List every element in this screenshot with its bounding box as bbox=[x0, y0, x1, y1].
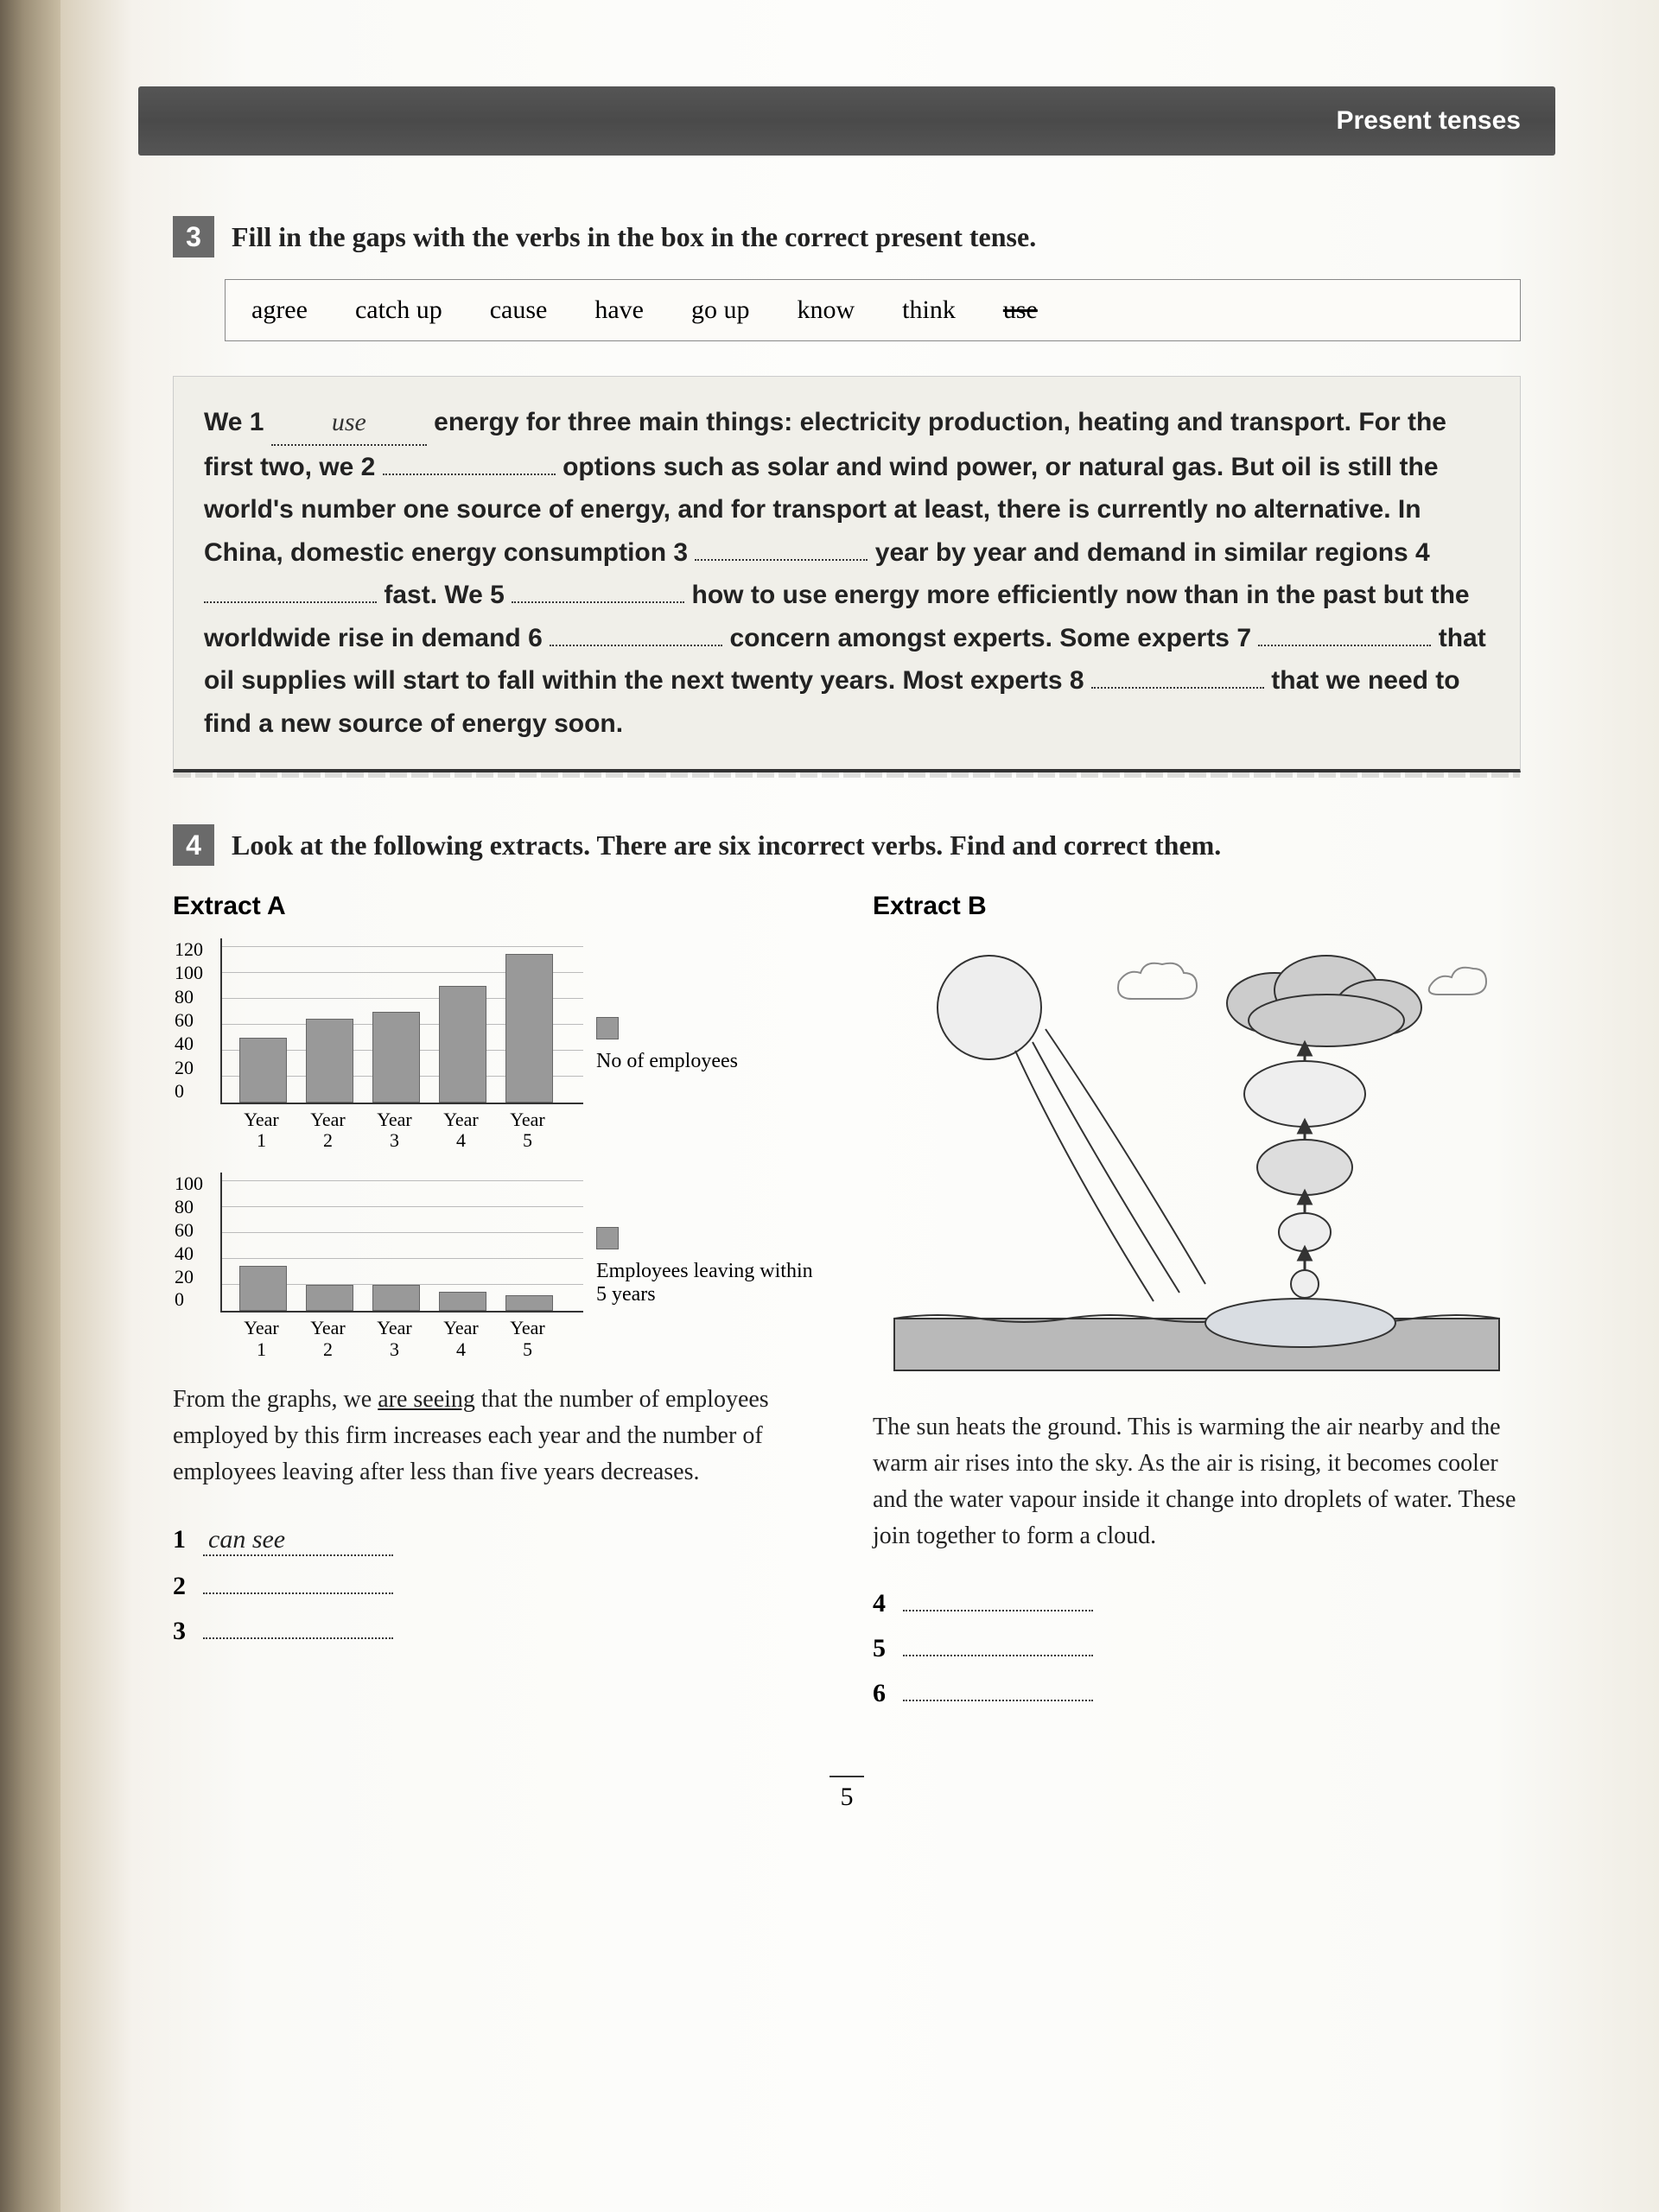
answer-num: 6 bbox=[873, 1679, 886, 1708]
chart-1-bars bbox=[222, 947, 583, 1103]
hw-underlined: are seeing bbox=[378, 1386, 475, 1413]
bar bbox=[306, 1019, 353, 1103]
verb-option: think bbox=[902, 296, 956, 325]
verb-option: catch up bbox=[355, 296, 442, 325]
answer-line-3[interactable] bbox=[203, 1637, 393, 1639]
legend-label: Employees leaving within 5 years bbox=[596, 1260, 821, 1306]
answer-line-2[interactable] bbox=[203, 1592, 393, 1594]
answer-line-5[interactable] bbox=[903, 1655, 1093, 1656]
verb-option: know bbox=[797, 296, 855, 325]
gap-8[interactable] bbox=[1091, 687, 1264, 689]
book-spine bbox=[0, 0, 60, 2212]
answer-line-4[interactable] bbox=[903, 1610, 1093, 1611]
passage-text: fast. We 5 bbox=[384, 581, 505, 609]
extract-a: Extract A 020406080100120 Year1Year2Year… bbox=[173, 892, 821, 1724]
verb-bank: agree catch up cause have go up know thi… bbox=[225, 279, 1521, 341]
chart-2-bars bbox=[222, 1181, 583, 1311]
exercise-3-header: 3 Fill in the gaps with the verbs in the… bbox=[173, 216, 1521, 257]
exercise-number-3: 3 bbox=[173, 216, 214, 257]
answer-num: 5 bbox=[873, 1634, 886, 1663]
verb-option: cause bbox=[490, 296, 548, 325]
extracts-row: Extract A 020406080100120 Year1Year2Year… bbox=[173, 892, 1521, 1724]
verb-option-used: use bbox=[1003, 296, 1038, 325]
exercise-4-header: 4 Look at the following extracts. There … bbox=[173, 824, 1521, 866]
answer-row: 2 bbox=[173, 1572, 821, 1601]
bar bbox=[239, 1038, 287, 1103]
answer-row: 1 can see bbox=[173, 1525, 821, 1556]
answers-b: 4 5 6 bbox=[873, 1589, 1521, 1708]
bar bbox=[372, 1012, 420, 1103]
chart-1: 020406080100120 bbox=[220, 938, 583, 1104]
answer-row: 4 bbox=[873, 1589, 1521, 1618]
water-cycle-diagram bbox=[873, 938, 1521, 1388]
bar bbox=[505, 1295, 553, 1311]
extract-b: Extract B bbox=[873, 892, 1521, 1724]
chart-1-legend: No of employees bbox=[596, 1017, 738, 1073]
gap-7[interactable] bbox=[1258, 645, 1431, 646]
gap-5[interactable] bbox=[512, 601, 684, 603]
answer-num: 2 bbox=[173, 1572, 186, 1601]
gap-6[interactable] bbox=[550, 645, 722, 646]
gap-2[interactable] bbox=[383, 474, 556, 475]
passage-text: concern amongst experts. Some experts 7 bbox=[729, 624, 1251, 652]
legend-label: No of employees bbox=[596, 1050, 738, 1073]
extract-b-handwriting: The sun heats the ground. This is warmin… bbox=[873, 1409, 1521, 1554]
gap-4[interactable] bbox=[204, 601, 377, 603]
answer-row: 3 bbox=[173, 1617, 821, 1646]
chart-2-y-axis: 020406080100 bbox=[175, 1173, 203, 1311]
gap-fill-passage: We 1 use energy for three main things: e… bbox=[173, 376, 1521, 772]
passage-text: We 1 bbox=[204, 408, 264, 436]
chart-1-y-axis: 020406080100120 bbox=[175, 938, 203, 1103]
bar bbox=[372, 1285, 420, 1311]
bar bbox=[306, 1285, 353, 1311]
page-number: 5 bbox=[830, 1776, 864, 1812]
legend-swatch bbox=[596, 1227, 619, 1249]
answer-row: 5 bbox=[873, 1634, 1521, 1663]
answer-num: 1 bbox=[173, 1525, 186, 1554]
answer-num: 4 bbox=[873, 1589, 886, 1618]
verb-option: go up bbox=[691, 296, 750, 325]
gap-3[interactable] bbox=[695, 559, 868, 561]
bar bbox=[439, 986, 486, 1103]
answer-num: 3 bbox=[173, 1617, 186, 1646]
answer-row: 6 bbox=[873, 1679, 1521, 1708]
legend-swatch bbox=[596, 1017, 619, 1039]
passage-text: year by year and demand in similar regio… bbox=[875, 538, 1430, 567]
chart-1-block: 020406080100120 Year1Year2Year3Year4Year… bbox=[173, 938, 821, 1151]
extract-a-title: Extract A bbox=[173, 892, 821, 921]
extract-b-title: Extract B bbox=[873, 892, 1521, 921]
chapter-header: Present tenses bbox=[138, 86, 1555, 156]
chart-2: 020406080100 bbox=[220, 1173, 583, 1313]
bar bbox=[239, 1266, 287, 1312]
exercise-number-4: 4 bbox=[173, 824, 214, 866]
page-content: 3 Fill in the gaps with the verbs in the… bbox=[138, 216, 1555, 1812]
verb-option: agree bbox=[251, 296, 308, 325]
bar bbox=[439, 1292, 486, 1312]
hw-text: From the graphs, we bbox=[173, 1386, 378, 1413]
chart-2-block: 020406080100 Year1Year2Year3Year4Year5 E… bbox=[173, 1173, 821, 1359]
chart-1-x-axis: Year1Year2Year3Year4Year5 bbox=[220, 1104, 583, 1151]
answer-line-6[interactable] bbox=[903, 1700, 1093, 1701]
answer-line-1[interactable]: can see bbox=[203, 1525, 393, 1556]
chart-2-x-axis: Year1Year2Year3Year4Year5 bbox=[220, 1313, 583, 1359]
chapter-title: Present tenses bbox=[1337, 106, 1521, 136]
extract-a-handwriting: From the graphs, we are seeing that the … bbox=[173, 1382, 821, 1491]
exercise-3-instruction: Fill in the gaps with the verbs in the b… bbox=[232, 221, 1036, 253]
diagram-svg bbox=[873, 938, 1521, 1388]
bar bbox=[505, 954, 553, 1103]
answers-a: 1 can see 2 3 bbox=[173, 1525, 821, 1646]
page: Present tenses 3 Fill in the gaps with t… bbox=[0, 0, 1659, 2212]
chart-2-legend: Employees leaving within 5 years bbox=[596, 1227, 821, 1306]
gap-1[interactable]: use bbox=[271, 401, 427, 446]
exercise-4-instruction: Look at the following extracts. There ar… bbox=[232, 830, 1221, 861]
verb-option: have bbox=[594, 296, 644, 325]
